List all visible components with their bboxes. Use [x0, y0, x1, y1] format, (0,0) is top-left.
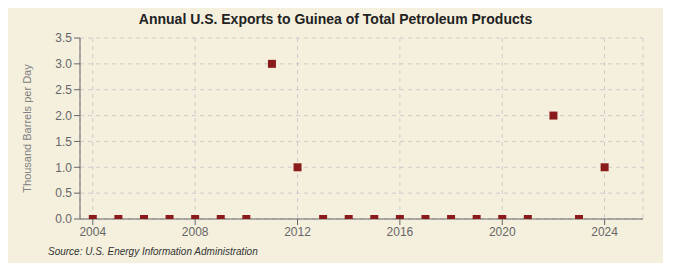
- svg-text:Thousand Barrels per Day: Thousand Barrels per Day: [21, 64, 33, 193]
- html-text:Source: U.S. Energy Informatio: Source: U.S. Energy Information Administ…: [48, 246, 258, 257]
- svg-text:2024: 2024: [591, 225, 618, 239]
- svg-text:3.5: 3.5: [55, 31, 72, 45]
- svg-text:2.0: 2.0: [55, 109, 72, 123]
- svg-text:1.5: 1.5: [55, 135, 72, 149]
- svg-text:2.5: 2.5: [55, 83, 72, 97]
- svg-text:2020: 2020: [489, 225, 516, 239]
- svg-text:3.0: 3.0: [55, 57, 72, 71]
- html-text:Annual U.S. Exports to Guinea: Annual U.S. Exports to Guinea of Total P…: [138, 11, 533, 27]
- svg-text:0.0: 0.0: [55, 212, 72, 226]
- svg-text:2012: 2012: [284, 225, 311, 239]
- svg-text:2008: 2008: [182, 225, 209, 239]
- svg-text:1.0: 1.0: [55, 161, 72, 175]
- svg-text:2016: 2016: [387, 225, 414, 239]
- svg-text:0.5: 0.5: [55, 186, 72, 200]
- svg-text:2004: 2004: [79, 225, 106, 239]
